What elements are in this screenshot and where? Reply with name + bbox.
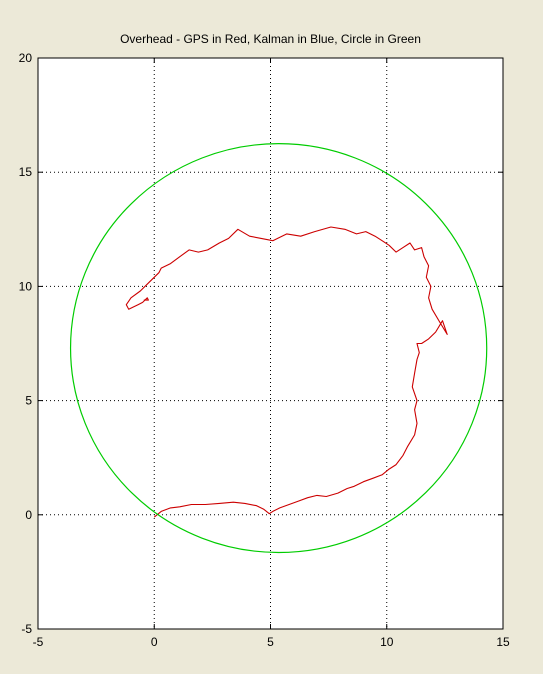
y-tick-label: 20 [19,51,33,65]
plot-area: -5 0 5 10 15 -5 0 5 10 15 20 [19,51,510,649]
series-layer [69,143,488,554]
circle-series [69,143,488,554]
x-tick-label: -5 [33,635,44,649]
axes-background [38,58,503,629]
x-tick-labels: -5 0 5 10 15 [33,635,510,649]
y-tick-label: 0 [25,508,32,522]
y-tick-label: -5 [21,622,32,636]
y-tick-label: 5 [25,394,32,408]
y-tick-labels: -5 0 5 10 15 20 [19,51,33,636]
ticks [37,57,504,630]
x-tick-label: 5 [267,635,274,649]
chart-title: Overhead - GPS in Red, Kalman in Blue, C… [120,32,421,46]
y-tick-label: 15 [19,165,33,179]
x-tick-label: 0 [151,635,158,649]
x-tick-label: 15 [496,635,510,649]
y-tick-label: 10 [19,279,33,293]
gps-track-series [125,226,448,518]
grid-lines [38,58,503,629]
x-tick-label: 10 [380,635,394,649]
